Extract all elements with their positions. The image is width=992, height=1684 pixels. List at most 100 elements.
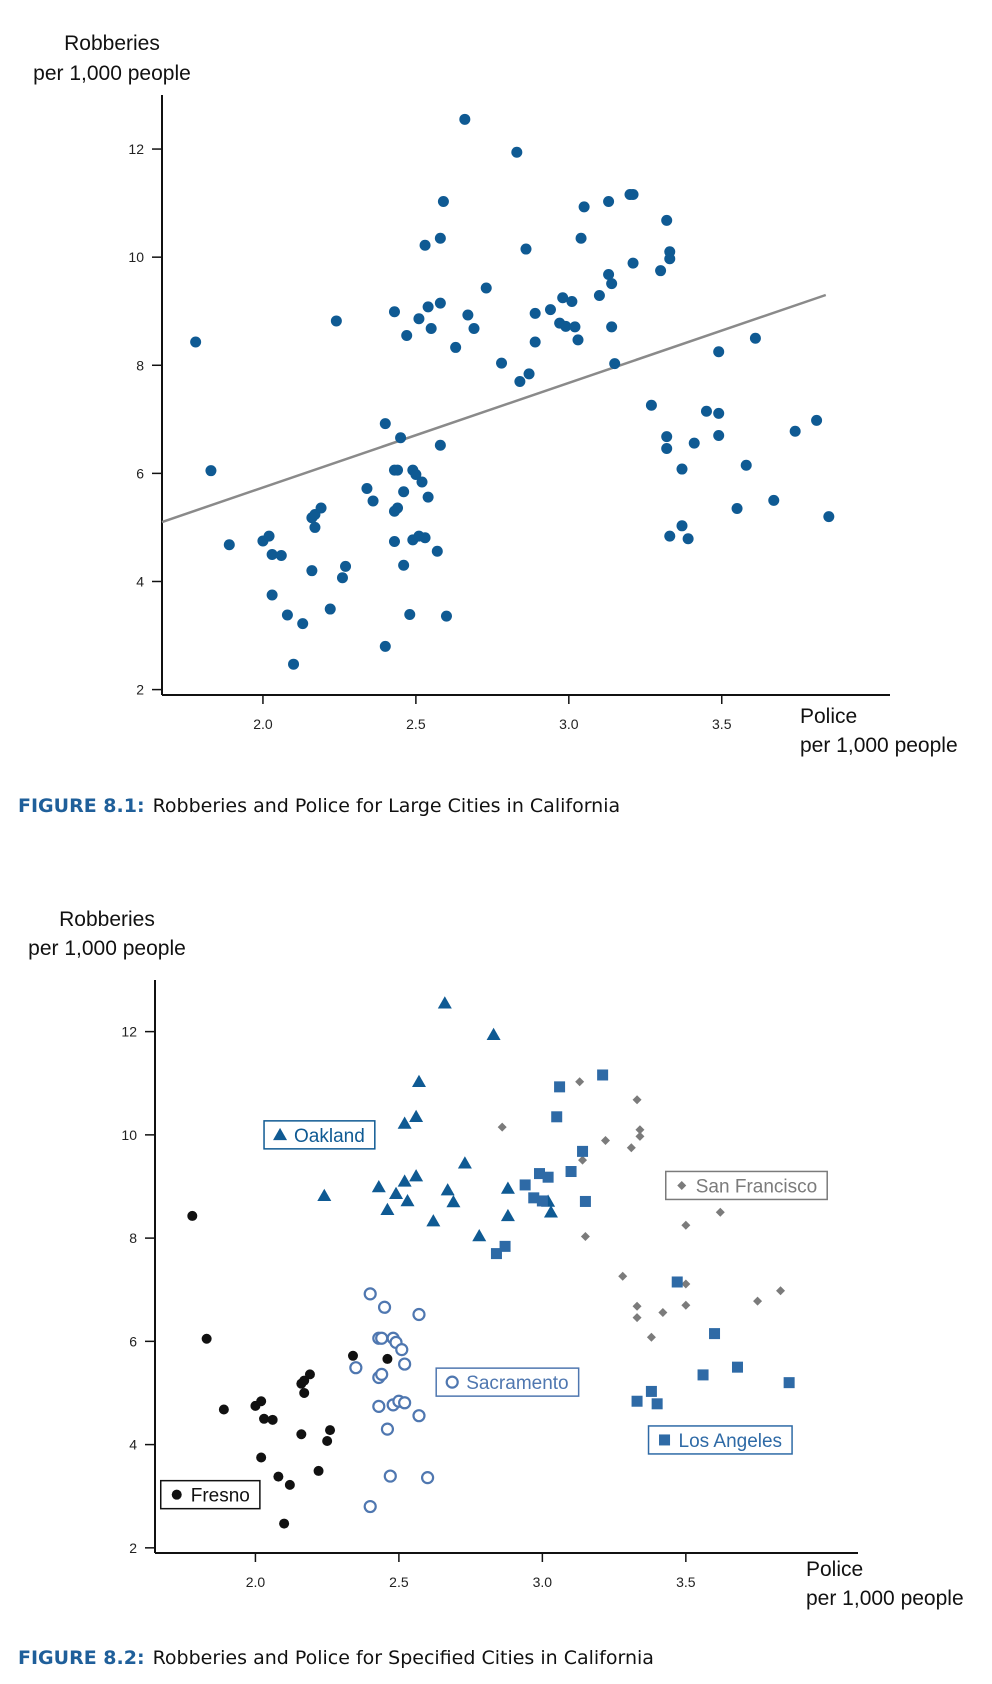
oakland-point xyxy=(411,1074,426,1087)
data-point xyxy=(603,195,615,207)
data-point xyxy=(288,658,300,670)
data-point xyxy=(425,323,437,335)
fresno-point xyxy=(325,1425,336,1436)
fresno-point xyxy=(322,1435,333,1446)
x-tick-label: 2.0 xyxy=(253,716,273,732)
x-tick-label: 2.5 xyxy=(389,1574,409,1590)
data-point xyxy=(676,463,688,475)
los-angeles-label-text: Los Angeles xyxy=(679,1431,783,1452)
sacramento-point xyxy=(398,1357,412,1371)
chart-1-ylabel-line2: per 1,000 people xyxy=(33,62,191,85)
chart-2-xlabel-line1: Police xyxy=(806,1558,863,1581)
chart-1-trendline-group xyxy=(161,293,827,524)
data-point xyxy=(398,486,410,498)
data-point xyxy=(459,113,471,125)
data-point xyxy=(266,589,278,601)
chart-1: Robberies per 1,000 people Police per 1,… xyxy=(33,32,957,757)
oakland-label-box: Oakland xyxy=(263,1120,376,1150)
los-angeles-point xyxy=(542,1171,554,1183)
oakland-point xyxy=(409,1169,424,1182)
data-point xyxy=(379,418,391,430)
y-tick-label: 8 xyxy=(129,1230,137,1246)
sacramento-point xyxy=(375,1331,389,1345)
data-point xyxy=(557,292,569,304)
sacramento-label-box: Sacramento xyxy=(435,1367,580,1397)
los-angeles-point xyxy=(645,1385,657,1397)
sacramento-point xyxy=(363,1287,377,1301)
data-point xyxy=(340,560,352,572)
data-point xyxy=(422,301,434,313)
data-point xyxy=(404,608,416,620)
san-francisco-point xyxy=(578,1155,588,1165)
x-tick-label: 3.5 xyxy=(712,716,732,732)
fresno-point xyxy=(256,1396,267,1407)
data-point xyxy=(388,306,400,318)
fresno-label-text: Fresno xyxy=(191,1486,250,1507)
san-francisco-point xyxy=(681,1279,691,1289)
data-point xyxy=(361,483,373,495)
chart-2-axes: 2 4 6 8 10 12 2.0 2.5 3.0 3.5 xyxy=(121,980,858,1590)
sacramento-point xyxy=(383,1469,397,1483)
san-francisco-point xyxy=(575,1077,585,1087)
data-point xyxy=(713,430,725,442)
data-point xyxy=(266,548,278,560)
data-point xyxy=(700,405,712,417)
san-francisco-label-box: San Francisco xyxy=(665,1170,828,1201)
data-point xyxy=(388,535,400,547)
y-tick-label: 6 xyxy=(136,465,144,481)
data-point xyxy=(523,368,535,380)
los-angeles-label-marker xyxy=(659,1434,671,1446)
los-angeles-point xyxy=(528,1192,540,1204)
san-francisco-point xyxy=(632,1301,642,1311)
san-francisco-point xyxy=(632,1313,642,1323)
oakland-point xyxy=(409,1109,424,1123)
data-point xyxy=(392,502,404,514)
y-tick-label: 6 xyxy=(129,1333,137,1349)
san-francisco-label-frame xyxy=(665,1170,828,1201)
data-point xyxy=(416,476,428,488)
fresno-point xyxy=(267,1414,278,1425)
oakland-point xyxy=(317,1188,332,1202)
y-tick-label: 4 xyxy=(136,573,144,589)
los-angeles-point xyxy=(631,1395,643,1407)
oakland-point xyxy=(437,996,452,1009)
sacramento-point xyxy=(420,1471,435,1485)
data-point xyxy=(330,315,342,327)
data-point xyxy=(688,437,700,449)
data-point xyxy=(401,330,413,342)
y-tick-label: 2 xyxy=(129,1540,137,1556)
data-point xyxy=(205,465,217,477)
data-point xyxy=(603,268,615,280)
san-francisco-point xyxy=(635,1125,645,1135)
oakland-label-marker xyxy=(273,1127,288,1141)
figure-1-caption-text: Robberies and Police for Large Cities in… xyxy=(153,795,621,817)
fresno-point xyxy=(284,1479,295,1490)
san-francisco-point xyxy=(618,1271,628,1281)
data-point xyxy=(379,640,391,652)
chart-1-points xyxy=(190,113,835,670)
san-francisco-point xyxy=(497,1122,507,1132)
data-point xyxy=(645,399,657,411)
data-point xyxy=(676,520,688,532)
data-point xyxy=(306,565,318,577)
data-point xyxy=(566,295,578,307)
data-point xyxy=(419,532,431,544)
data-point xyxy=(336,572,348,584)
los-angeles-point xyxy=(671,1276,683,1288)
data-point xyxy=(275,550,287,562)
data-point xyxy=(297,618,309,630)
san-francisco-label-marker xyxy=(677,1180,687,1190)
data-point xyxy=(422,491,434,503)
data-point xyxy=(749,332,761,344)
sacramento-point xyxy=(398,1396,412,1410)
data-point xyxy=(731,503,743,515)
data-point xyxy=(468,323,480,335)
figure-2-caption-label: FIGURE 8.2: xyxy=(18,1647,145,1669)
data-point xyxy=(315,502,327,514)
data-point xyxy=(395,432,407,444)
data-point xyxy=(480,282,492,294)
data-point xyxy=(511,146,523,158)
san-francisco-point xyxy=(681,1300,691,1310)
los-angeles-label-frame xyxy=(647,1425,793,1455)
